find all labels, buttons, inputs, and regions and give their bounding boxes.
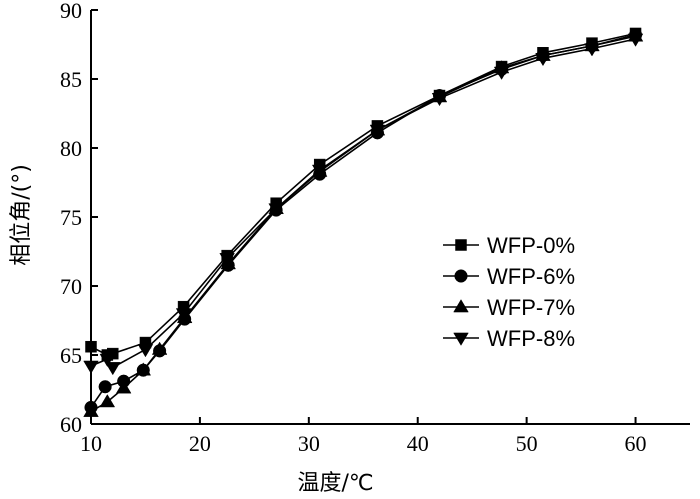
x-tick-label: 60: [625, 431, 647, 456]
y-tick-label: 85: [60, 67, 82, 92]
x-tick-label: 10: [80, 431, 102, 456]
legend: WFP-0% WFP-6% WFP-7% WFP-8%: [443, 233, 575, 351]
data-point: [627, 33, 644, 47]
y-tick-label: 60: [60, 412, 82, 437]
y-tick-label: 90: [60, 0, 82, 23]
data-point: [584, 43, 600, 57]
legend-marker: [454, 269, 468, 283]
legend-entry: WFP-0%: [443, 233, 575, 258]
legend-label: WFP-0%: [487, 233, 575, 258]
legend-marker: [453, 299, 469, 313]
y-tick-label: 70: [60, 274, 82, 299]
axes: 60 65 70 75 80 85 90 10 20 30 40 50 60: [60, 0, 690, 456]
series-WFP-7%: [83, 28, 644, 417]
y-tick-label: 80: [60, 136, 82, 161]
x-axis-title: 温度/℃: [297, 471, 373, 496]
legend-label: WFP-7%: [487, 295, 575, 320]
legend-entry: WFP-6%: [443, 264, 575, 289]
data-point: [99, 394, 116, 408]
data-point: [369, 124, 386, 138]
data-point: [219, 253, 235, 267]
data-point: [115, 380, 132, 394]
y-tick-label: 65: [60, 343, 82, 368]
series-line: [90, 34, 636, 408]
legend-marker: [453, 332, 469, 346]
data-point: [175, 308, 192, 322]
series-WFP-8%: [83, 33, 644, 376]
data-point: [83, 403, 99, 417]
data-point: [535, 52, 551, 67]
x-tick-label: 50: [516, 431, 538, 456]
series-layer: [83, 27, 644, 417]
data-point: [137, 344, 154, 358]
legend-label: WFP-6%: [487, 264, 575, 289]
data-point: [107, 347, 119, 360]
series-line: [90, 35, 636, 413]
data-point: [151, 341, 168, 355]
data-point: [493, 66, 510, 80]
y-axis-title: 相位角/(°): [9, 164, 34, 266]
legend-marker: [455, 239, 467, 251]
data-point: [311, 164, 328, 178]
y-tick-label: 75: [60, 205, 82, 230]
x-tick-label: 20: [189, 431, 211, 456]
data-point: [85, 340, 97, 353]
x-tick-label: 30: [298, 431, 320, 456]
data-point: [105, 362, 121, 376]
legend-label: WFP-8%: [487, 326, 575, 351]
legend-entry: WFP-7%: [443, 295, 575, 320]
data-point: [268, 203, 284, 217]
data-point: [99, 353, 116, 367]
series-WFP-6%: [84, 28, 643, 414]
x-tick-label: 40: [407, 431, 429, 456]
legend-entry: WFP-8%: [443, 326, 575, 351]
data-point: [135, 362, 152, 376]
data-point: [83, 360, 99, 374]
data-point: [431, 93, 448, 107]
data-point: [98, 380, 112, 394]
